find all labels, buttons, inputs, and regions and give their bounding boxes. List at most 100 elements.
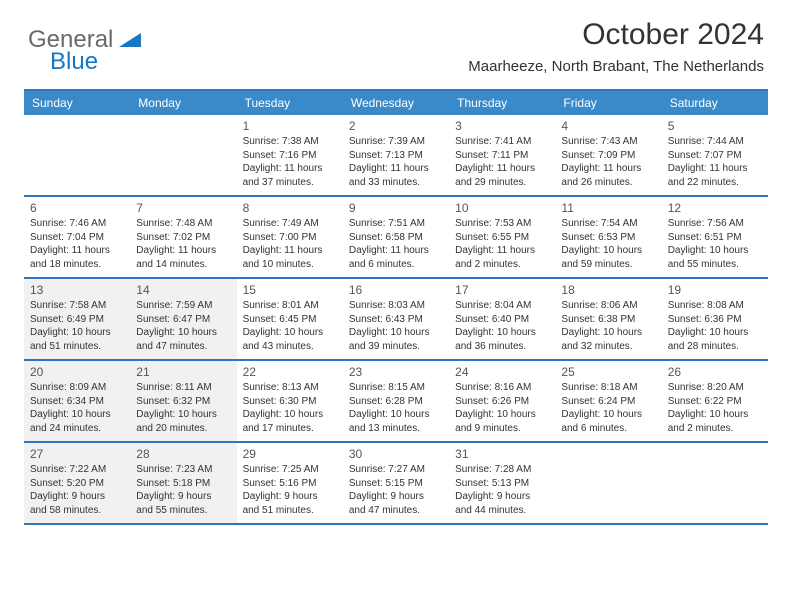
day-info: Sunrise: 7:54 AMSunset: 6:53 PMDaylight:… — [561, 217, 655, 271]
day-number: 9 — [349, 201, 443, 215]
day-info: Sunrise: 7:56 AMSunset: 6:51 PMDaylight:… — [668, 217, 762, 271]
day-info: Sunrise: 7:43 AMSunset: 7:09 PMDaylight:… — [561, 135, 655, 189]
day-info: Sunrise: 7:46 AMSunset: 7:04 PMDaylight:… — [30, 217, 124, 271]
day-number: 2 — [349, 119, 443, 133]
day-cell: 30Sunrise: 7:27 AMSunset: 5:15 PMDayligh… — [343, 443, 449, 523]
day-cell: 1Sunrise: 7:38 AMSunset: 7:16 PMDaylight… — [237, 115, 343, 195]
day-cell: 6 Sunrise: 7:46 AMSunset: 7:04 PMDaylight… — [24, 197, 130, 277]
day-cell: 16 Sunrise: 8:03 AMSunset: 6:43 PMDayligh… — [343, 279, 449, 359]
day-info: Sunrise: 8:09 AMSunset: 6:34 PMDaylight:… — [30, 381, 124, 435]
day-number: 22 — [243, 365, 337, 379]
day-header-cell: Saturday — [662, 91, 768, 115]
logo-triangle-icon — [119, 31, 141, 52]
day-info: Sunrise: 8:08 AMSunset: 6:36 PMDaylight:… — [668, 299, 762, 353]
day-number: 15 — [243, 283, 337, 297]
week-row: 6 Sunrise: 7:46 AMSunset: 7:04 PMDaylight… — [24, 197, 768, 279]
day-cell: 2 Sunrise: 7:39 AMSunset: 7:13 PMDaylight… — [343, 115, 449, 195]
day-info: Sunrise: 7:23 AMSunset: 5:18 PMDaylight:… — [136, 463, 230, 517]
day-cell: 20Sunrise: 8:09 AMSunset: 6:34 PMDayligh… — [24, 361, 130, 441]
day-number: 11 — [561, 201, 655, 215]
day-header-cell: Thursday — [449, 91, 555, 115]
day-cell: 5Sunrise: 7:44 AMSunset: 7:07 PMDaylight… — [662, 115, 768, 195]
day-cell: 17Sunrise: 8:04 AMSunset: 6:40 PMDayligh… — [449, 279, 555, 359]
day-cell: 8Sunrise: 7:49 AMSunset: 7:00 PMDaylight… — [237, 197, 343, 277]
day-number: 29 — [243, 447, 337, 461]
day-info: Sunrise: 7:25 AMSunset: 5:16 PMDaylight:… — [243, 463, 337, 517]
day-number: 16 — [349, 283, 443, 297]
day-header-row: SundayMondayTuesdayWednesdayThursdayFrid… — [24, 91, 768, 115]
day-number: 28 — [136, 447, 230, 461]
day-number: 12 — [668, 201, 762, 215]
day-info: Sunrise: 7:39 AMSunset: 7:13 PMDaylight:… — [349, 135, 443, 189]
day-info: Sunrise: 7:58 AMSunset: 6:49 PMDaylight:… — [30, 299, 124, 353]
day-cell: 4Sunrise: 7:43 AMSunset: 7:09 PMDaylight… — [555, 115, 661, 195]
day-info: Sunrise: 8:11 AMSunset: 6:32 PMDaylight:… — [136, 381, 230, 435]
day-cell: 24 Sunrise: 8:16 AMSunset: 6:26 PMDayligh… — [449, 361, 555, 441]
day-cell: 27 Sunrise: 7:22 AMSunset: 5:20 PMDayligh… — [24, 443, 130, 523]
day-number: 27 — [30, 447, 124, 461]
day-info: Sunrise: 7:59 AMSunset: 6:47 PMDaylight:… — [136, 299, 230, 353]
day-number: 5 — [668, 119, 762, 133]
day-info: Sunrise: 8:06 AMSunset: 6:38 PMDaylight:… — [561, 299, 655, 353]
day-cell — [130, 115, 236, 195]
day-info: Sunrise: 8:18 AMSunset: 6:24 PMDaylight:… — [561, 381, 655, 435]
day-number: 21 — [136, 365, 230, 379]
day-number: 13 — [30, 283, 124, 297]
week-row: 27 Sunrise: 7:22 AMSunset: 5:20 PMDayligh… — [24, 443, 768, 525]
day-info: Sunrise: 7:22 AMSunset: 5:20 PMDaylight:… — [30, 463, 124, 517]
day-cell: 3Sunrise: 7:41 AMSunset: 7:11 PMDaylight… — [449, 115, 555, 195]
day-number: 17 — [455, 283, 549, 297]
day-info: Sunrise: 8:03 AMSunset: 6:43 PMDaylight:… — [349, 299, 443, 353]
day-cell: 22 Sunrise: 8:13 AMSunset: 6:30 PMDayligh… — [237, 361, 343, 441]
day-cell: 11 Sunrise: 7:54 AMSunset: 6:53 PMDayligh… — [555, 197, 661, 277]
day-number: 6 — [30, 201, 124, 215]
day-cell: 21 Sunrise: 8:11 AMSunset: 6:32 PMDayligh… — [130, 361, 236, 441]
day-cell: 9 Sunrise: 7:51 AMSunset: 6:58 PMDaylight… — [343, 197, 449, 277]
day-info: Sunrise: 8:01 AMSunset: 6:45 PMDaylight:… — [243, 299, 337, 353]
day-cell: 13 Sunrise: 7:58 AMSunset: 6:49 PMDayligh… — [24, 279, 130, 359]
week-row: 20Sunrise: 8:09 AMSunset: 6:34 PMDayligh… — [24, 361, 768, 443]
location: Maarheeze, North Brabant, The Netherland… — [468, 58, 764, 75]
day-cell: 12 Sunrise: 7:56 AMSunset: 6:51 PMDayligh… — [662, 197, 768, 277]
month-title: October 2024 — [468, 18, 764, 52]
day-number: 18 — [561, 283, 655, 297]
day-info: Sunrise: 7:53 AMSunset: 6:55 PMDaylight:… — [455, 217, 549, 271]
day-header-cell: Tuesday — [237, 91, 343, 115]
week-row: 13 Sunrise: 7:58 AMSunset: 6:49 PMDayligh… — [24, 279, 768, 361]
day-info: Sunrise: 7:49 AMSunset: 7:00 PMDaylight:… — [243, 217, 337, 271]
day-cell: 19 Sunrise: 8:08 AMSunset: 6:36 PMDayligh… — [662, 279, 768, 359]
logo-blue-label: Blue — [50, 48, 98, 75]
day-cell: 18 Sunrise: 8:06 AMSunset: 6:38 PMDayligh… — [555, 279, 661, 359]
day-cell: 28 Sunrise: 7:23 AMSunset: 5:18 PMDayligh… — [130, 443, 236, 523]
day-number: 19 — [668, 283, 762, 297]
day-number: 23 — [349, 365, 443, 379]
day-header-cell: Sunday — [24, 91, 130, 115]
day-cell — [555, 443, 661, 523]
day-info: Sunrise: 7:51 AMSunset: 6:58 PMDaylight:… — [349, 217, 443, 271]
day-number: 30 — [349, 447, 443, 461]
day-number: 24 — [455, 365, 549, 379]
day-cell: 26 Sunrise: 8:20 AMSunset: 6:22 PMDayligh… — [662, 361, 768, 441]
day-number: 7 — [136, 201, 230, 215]
day-number: 1 — [243, 119, 337, 133]
day-cell: 23Sunrise: 8:15 AMSunset: 6:28 PMDayligh… — [343, 361, 449, 441]
day-info: Sunrise: 7:41 AMSunset: 7:11 PMDaylight:… — [455, 135, 549, 189]
day-cell: 10 Sunrise: 7:53 AMSunset: 6:55 PMDayligh… — [449, 197, 555, 277]
title-block: October 2024 Maarheeze, North Brabant, T… — [468, 18, 764, 75]
day-info: Sunrise: 7:28 AMSunset: 5:13 PMDaylight:… — [455, 463, 549, 517]
day-number: 10 — [455, 201, 549, 215]
day-cell: 14Sunrise: 7:59 AMSunset: 6:47 PMDayligh… — [130, 279, 236, 359]
day-info: Sunrise: 8:13 AMSunset: 6:30 PMDaylight:… — [243, 381, 337, 435]
header: General October 2024 Maarheeze, North Br… — [0, 0, 792, 79]
day-info: Sunrise: 7:48 AMSunset: 7:02 PMDaylight:… — [136, 217, 230, 271]
day-info: Sunrise: 8:20 AMSunset: 6:22 PMDaylight:… — [668, 381, 762, 435]
day-header-cell: Friday — [555, 91, 661, 115]
day-cell: 15 Sunrise: 8:01 AMSunset: 6:45 PMDayligh… — [237, 279, 343, 359]
day-header-cell: Monday — [130, 91, 236, 115]
calendar: SundayMondayTuesdayWednesdayThursdayFrid… — [24, 89, 768, 525]
day-number: 26 — [668, 365, 762, 379]
day-cell: 25Sunrise: 8:18 AMSunset: 6:24 PMDayligh… — [555, 361, 661, 441]
day-info: Sunrise: 8:16 AMSunset: 6:26 PMDaylight:… — [455, 381, 549, 435]
day-cell — [24, 115, 130, 195]
logo-blue-text: Blue — [50, 48, 98, 76]
